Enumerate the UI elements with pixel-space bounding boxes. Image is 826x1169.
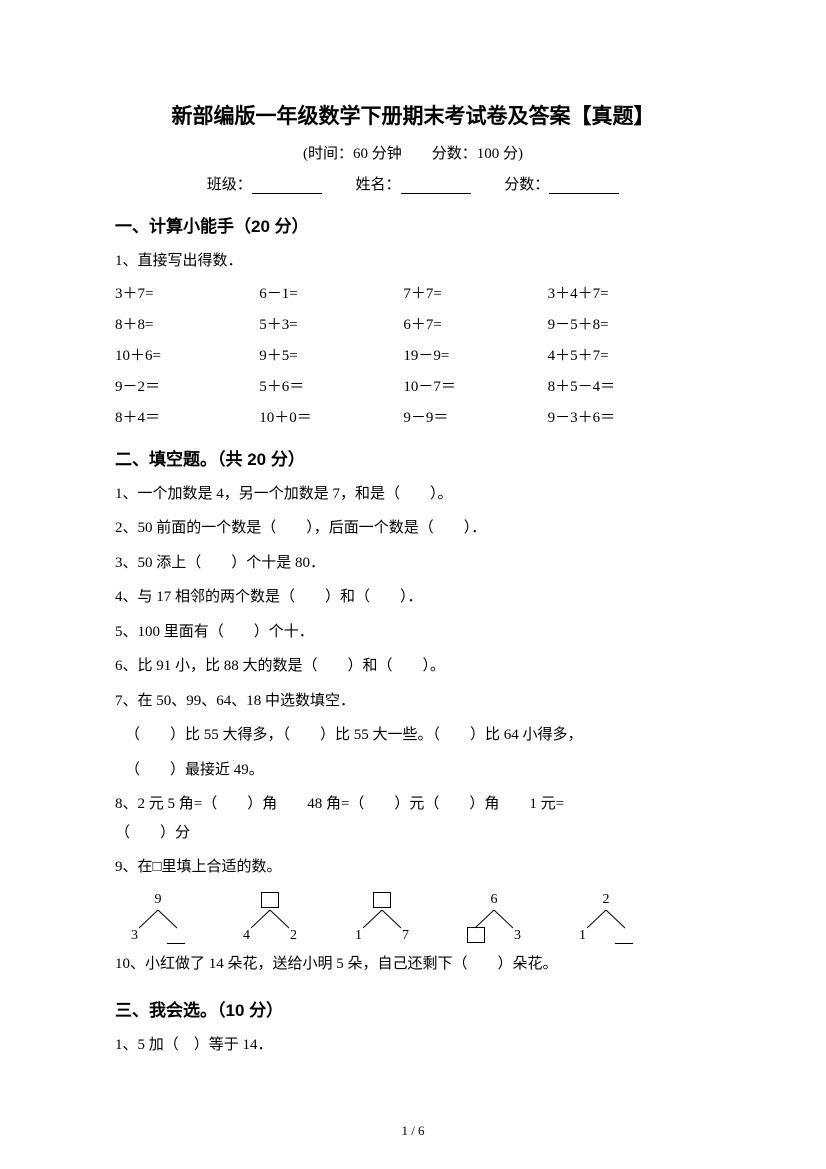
calc-cell: 9－2＝	[115, 375, 251, 396]
bond-lines	[133, 908, 183, 930]
exam-meta: (时间：60 分钟 分数：100 分)	[115, 142, 711, 163]
calc-cell: 5＋3=	[259, 313, 395, 334]
number-bond: 93	[123, 892, 193, 944]
calc-cell: 4＋5＋7=	[548, 344, 711, 365]
bond-lines	[245, 908, 295, 930]
page-number: 1 / 6	[0, 1123, 826, 1139]
section2-q9: 9、在□里填上合适的数。	[115, 853, 711, 882]
student-info-line: 班级： 姓名： 分数：	[115, 173, 711, 194]
bond-left: 1	[355, 928, 362, 944]
number-bond: 42	[235, 892, 305, 944]
calc-cell: 8＋5－4＝	[548, 375, 711, 396]
mark-blank[interactable]	[549, 179, 619, 194]
section2-q7b: （ ）最接近 49。	[115, 756, 711, 785]
calc-cell: 10＋6=	[115, 344, 251, 365]
section2-q7a: （ ）比 55 大得多，（ ）比 55 大一些。（ ）比 64 小得多，	[115, 721, 711, 750]
calc-cell: 3＋4＋7=	[548, 282, 711, 303]
page-title: 新部编版一年级数学下册期末考试卷及答案【真题】	[115, 100, 711, 130]
section2-q1: 1、一个加数是 4，另一个加数是 7，和是（ ）。	[115, 480, 711, 509]
bond-right: 2	[290, 928, 297, 944]
name-label: 姓名：	[355, 177, 400, 193]
section2-q4: 4、与 17 相邻的两个数是（ ）和（ ）．	[115, 583, 711, 612]
calc-cell: 8＋4＝	[115, 406, 251, 427]
bond-left: 1	[579, 928, 586, 944]
section2-q5: 5、100 里面有（ ）个十．	[115, 618, 711, 647]
score-unit: 分)	[503, 146, 523, 162]
time-prefix: (时间：	[303, 146, 353, 162]
number-bond: 21	[571, 892, 641, 944]
calc-cell: 9－3＋6＝	[548, 406, 711, 427]
calc-cell: 3＋7=	[115, 282, 251, 303]
calc-cell: 6－1=	[259, 282, 395, 303]
calc-cell: 8＋8=	[115, 313, 251, 334]
calc-cell: 10＋0＝	[259, 406, 395, 427]
section2-q7: 7、在 50、99、64、18 中选数填空．	[115, 687, 711, 716]
bond-right	[167, 928, 185, 944]
section2-q6: 6、比 91 小，比 88 大的数是（ ）和（ ）。	[115, 652, 711, 681]
time-unit: 分钟	[372, 146, 402, 162]
bond-top	[373, 892, 391, 908]
number-bond: 63	[459, 892, 529, 944]
bond-right	[615, 928, 633, 944]
calc-cell: 5＋6＝	[259, 375, 395, 396]
class-label: 班级：	[207, 177, 252, 193]
bond-right: 3	[514, 928, 521, 944]
calc-cell: 6＋7=	[403, 313, 539, 334]
mark-label: 分数：	[504, 177, 549, 193]
bond-right: 7	[402, 928, 409, 944]
bond-top: 2	[603, 892, 610, 908]
bond-top: 6	[491, 892, 498, 908]
calc-cell: 19－9=	[403, 344, 539, 365]
section2-q8b: （ ）分	[115, 819, 711, 848]
calc-grid: 3＋7= 6－1= 7＋7= 3＋4＋7= 8＋8= 5＋3= 6＋7= 9－5…	[115, 282, 711, 427]
bond-lines	[469, 908, 519, 930]
section2-q2: 2、50 前面的一个数是（ ），后面一个数是（ ）．	[115, 514, 711, 543]
time-value: 60	[353, 146, 368, 162]
section2-q8a: 8、2 元 5 角=（ ）角 48 角=（ ）元（ ）角 1 元=	[115, 790, 711, 819]
section2-head: 二、填空题。（共 20 分）	[115, 445, 711, 470]
calc-cell: 10－7＝	[403, 375, 539, 396]
class-blank[interactable]	[252, 179, 322, 194]
bond-left: 4	[243, 928, 250, 944]
calc-cell: 9－9＝	[403, 406, 539, 427]
calc-cell: 9－5＋8=	[548, 313, 711, 334]
section2-q10: 10、小红做了 14 朵花，送给小明 5 朵，自己还剩下（ ）朵花。	[115, 950, 711, 979]
name-blank[interactable]	[401, 179, 471, 194]
bond-left	[467, 927, 485, 943]
number-bond-row: 9342176321	[115, 892, 711, 944]
section3-q1: 1、5 加（ ）等于 14．	[115, 1031, 711, 1060]
number-bond: 17	[347, 892, 417, 944]
bond-top	[261, 892, 279, 908]
bond-left: 3	[131, 928, 138, 944]
section3-head: 三、我会选。（10 分）	[115, 996, 711, 1021]
bond-top: 9	[155, 892, 162, 908]
bond-lines	[357, 908, 407, 930]
section1-head: 一、计算小能手（20 分）	[115, 212, 711, 237]
section1-q1-label: 1、直接写出得数．	[115, 247, 711, 276]
score-label: 分数：	[432, 146, 477, 162]
section2-q3: 3、50 添上（ ）个十是 80．	[115, 549, 711, 578]
calc-cell: 7＋7=	[403, 282, 539, 303]
full-score: 100	[477, 146, 500, 162]
bond-lines	[581, 908, 631, 930]
calc-cell: 9＋5=	[259, 344, 395, 365]
